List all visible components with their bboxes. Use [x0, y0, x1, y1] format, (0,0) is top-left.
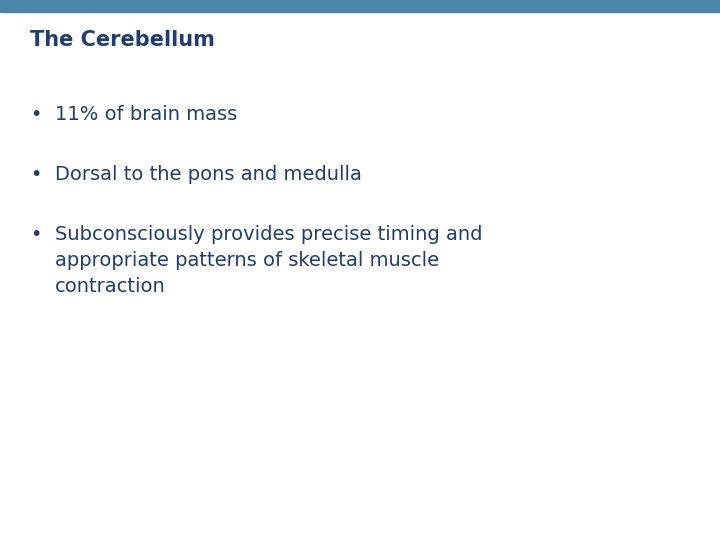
Text: •: •	[30, 225, 41, 244]
Text: •: •	[30, 165, 41, 184]
Text: •: •	[30, 105, 41, 124]
Text: 11% of brain mass: 11% of brain mass	[55, 105, 238, 124]
Text: The Cerebellum: The Cerebellum	[30, 30, 215, 50]
Text: Subconsciously provides precise timing and
appropriate patterns of skeletal musc: Subconsciously provides precise timing a…	[55, 225, 482, 295]
Text: Dorsal to the pons and medulla: Dorsal to the pons and medulla	[55, 165, 362, 184]
